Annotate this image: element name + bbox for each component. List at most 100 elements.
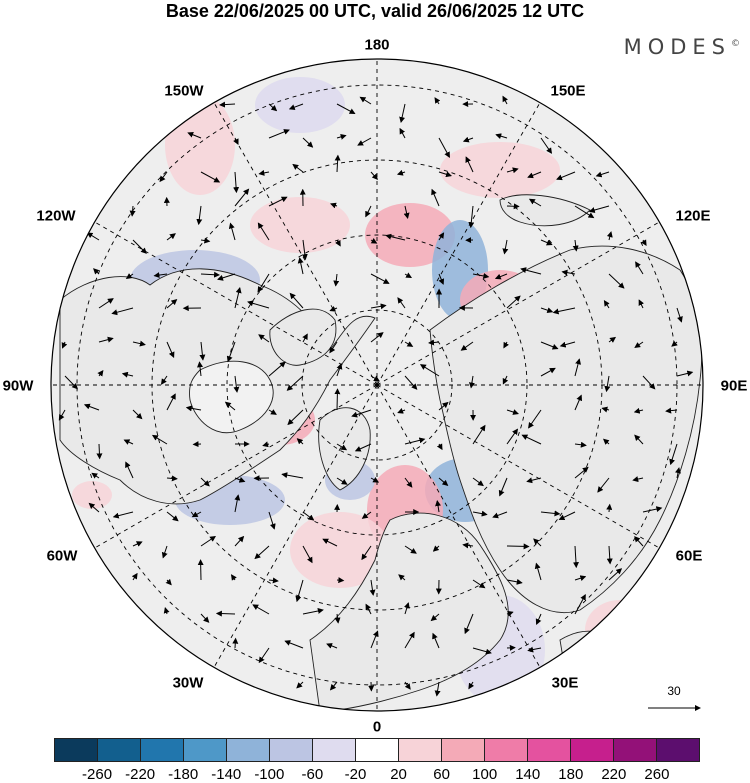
wind-vector <box>404 545 417 554</box>
colorbar-tick-label: -260 <box>82 766 113 783</box>
wind-vector <box>506 167 519 174</box>
wind-vector <box>634 341 644 348</box>
wind-vector <box>603 300 610 309</box>
wind-vector <box>96 443 103 460</box>
wind-vector <box>232 637 239 649</box>
wind-vector <box>676 370 694 377</box>
wind-vector <box>252 604 270 615</box>
meridian-line <box>376 384 660 549</box>
wind-vector <box>385 233 406 241</box>
colorbar-cell <box>356 739 399 761</box>
meridian-line <box>94 221 378 386</box>
wind-vector <box>574 394 583 411</box>
colorbar-cell <box>614 739 657 761</box>
wind-vector <box>527 171 542 179</box>
lon-label-60w: 60W <box>46 547 78 565</box>
wind-vector <box>64 375 79 390</box>
wind-vector <box>166 233 176 241</box>
wind-vector <box>494 273 508 280</box>
wind-vector <box>302 545 313 564</box>
wind-vector <box>258 334 270 343</box>
anomaly-region <box>365 203 455 267</box>
wind-vector <box>632 476 644 483</box>
wind-vector <box>472 273 490 279</box>
wind-vector <box>125 273 134 279</box>
wind-vector <box>540 367 556 377</box>
wind-vector <box>404 341 414 347</box>
colorbar-cell <box>313 739 356 761</box>
wind-vector <box>574 358 581 377</box>
lon-label-60e: 60E <box>675 547 703 565</box>
wind-vector <box>159 171 168 183</box>
wind-vector <box>608 568 623 581</box>
wind-vector <box>438 171 452 178</box>
wind-vector <box>301 239 308 261</box>
map-title: Base 22/06/2025 00 UTC, valid 26/06/2025… <box>165 1 585 21</box>
wind-vector <box>558 511 576 520</box>
colorbar-cell <box>399 739 442 761</box>
wind-vector <box>287 409 304 426</box>
wind-vector <box>399 103 406 124</box>
wind-vector <box>633 407 644 414</box>
wind-vector <box>574 466 589 479</box>
brand-logo: MODES© <box>624 35 740 59</box>
wind-vector <box>215 610 236 617</box>
wind-vector <box>329 341 338 354</box>
wind-vector <box>535 613 542 626</box>
wind-vector <box>398 574 406 581</box>
wind-vector <box>603 438 610 445</box>
map-boundary <box>50 58 704 712</box>
wind-vector <box>399 127 406 139</box>
colorbar-cell <box>141 739 184 761</box>
wind-vector <box>540 307 554 314</box>
wind-vector <box>132 340 146 347</box>
wind-vector <box>200 271 221 278</box>
wind-vector <box>495 133 508 140</box>
anomaly-region <box>585 600 655 660</box>
colorbar-cell <box>184 739 227 761</box>
colorbar-cell <box>485 739 528 761</box>
wind-vector <box>606 545 613 565</box>
wind-vector <box>233 171 240 194</box>
wind-vector <box>166 341 175 359</box>
wind-vector <box>608 273 625 289</box>
wind-vector <box>98 336 114 343</box>
wind-vector <box>642 375 656 390</box>
wind-vector <box>336 103 356 114</box>
wind-vector <box>540 510 561 517</box>
wind-vector <box>329 306 338 312</box>
wind-vector <box>132 541 143 547</box>
wind-vector <box>234 286 242 309</box>
wind-vector <box>151 434 168 445</box>
wind-vector <box>86 232 100 241</box>
wind-vector <box>365 205 372 218</box>
wind-vector <box>284 640 304 649</box>
wind-vector <box>435 500 442 513</box>
wind-vector <box>506 543 530 550</box>
colorbar-cell <box>55 739 98 761</box>
wind-vector <box>436 443 443 451</box>
wind-vector <box>396 169 406 176</box>
wind-vector <box>268 103 278 112</box>
wind-vector <box>492 511 508 519</box>
wind-vector <box>635 261 644 275</box>
wind-vector <box>199 341 206 361</box>
wind-vector <box>297 257 304 275</box>
wind-vector <box>472 477 484 487</box>
wind-vector <box>302 511 315 521</box>
wind-vector <box>574 593 586 615</box>
wind-vector <box>334 388 341 411</box>
wind-vector <box>370 171 378 180</box>
lon-label-90w: 90W <box>2 377 34 395</box>
wind-vector <box>234 535 245 547</box>
meridian-line <box>213 384 378 668</box>
colorbar-tick-label: 100 <box>472 766 498 783</box>
wind-vector <box>247 300 270 309</box>
meridian-line <box>376 384 541 668</box>
brand-mark: © <box>731 39 740 49</box>
wind-vector <box>161 545 168 559</box>
anomaly-region <box>290 512 390 588</box>
wind-vector <box>131 572 138 581</box>
wind-vector <box>361 545 372 561</box>
wind-vector <box>370 303 387 310</box>
